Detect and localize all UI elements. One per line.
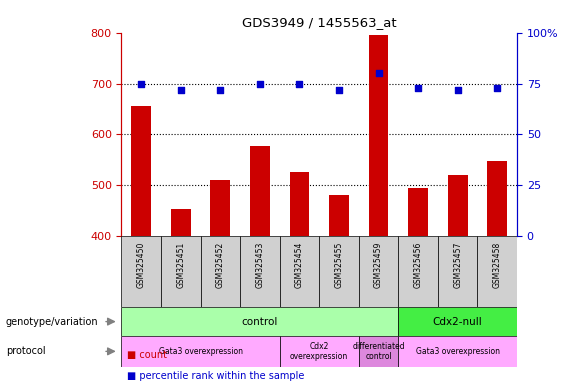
Bar (319, 236, 359, 307)
Bar (398, 236, 438, 307)
Bar (447, 175, 467, 236)
Point (295, 81, 304, 87)
Bar (121, 307, 398, 336)
Bar (487, 161, 507, 236)
Bar (359, 236, 398, 307)
Text: protocol: protocol (6, 346, 45, 356)
Text: GSM325451: GSM325451 (176, 242, 185, 288)
Text: ■ percentile rank within the sample: ■ percentile rank within the sample (127, 371, 305, 381)
Text: GSM325456: GSM325456 (414, 242, 423, 288)
Bar (121, 336, 280, 367)
Point (176, 86, 185, 93)
Bar (280, 236, 319, 307)
Bar (477, 236, 517, 307)
Bar (240, 236, 280, 307)
Point (255, 81, 264, 87)
Bar (289, 172, 310, 236)
Bar (121, 236, 161, 307)
Point (374, 70, 383, 76)
Point (493, 84, 502, 91)
Point (216, 86, 225, 93)
Text: GSM325455: GSM325455 (334, 242, 344, 288)
Bar (161, 236, 201, 307)
Point (137, 81, 146, 87)
Text: ■ count: ■ count (127, 350, 167, 360)
Text: GSM325454: GSM325454 (295, 242, 304, 288)
Text: Cdx2
overexpression: Cdx2 overexpression (290, 342, 349, 361)
Bar (280, 336, 359, 367)
Bar (408, 188, 428, 236)
Text: Cdx2-null: Cdx2-null (433, 316, 483, 327)
Text: Gata3 overexpression: Gata3 overexpression (159, 347, 242, 356)
Text: GSM325457: GSM325457 (453, 242, 462, 288)
Text: genotype/variation: genotype/variation (6, 316, 98, 327)
Text: GSM325453: GSM325453 (255, 242, 264, 288)
Text: GSM325458: GSM325458 (493, 242, 502, 288)
Point (414, 84, 423, 91)
Bar (201, 236, 240, 307)
Title: GDS3949 / 1455563_at: GDS3949 / 1455563_at (242, 16, 397, 29)
Text: GSM325452: GSM325452 (216, 242, 225, 288)
Point (453, 86, 462, 93)
Bar (438, 236, 477, 307)
Bar (368, 35, 388, 236)
Text: GSM325450: GSM325450 (137, 242, 146, 288)
Text: control: control (242, 316, 278, 327)
Bar (210, 180, 231, 236)
Text: GSM325459: GSM325459 (374, 242, 383, 288)
Bar (398, 307, 517, 336)
Point (334, 86, 344, 93)
Bar (250, 146, 270, 236)
Bar (131, 106, 151, 236)
Text: Gata3 overexpression: Gata3 overexpression (416, 347, 499, 356)
Bar (329, 195, 349, 236)
Bar (359, 336, 398, 367)
Text: differentiated
control: differentiated control (352, 342, 405, 361)
Bar (398, 336, 517, 367)
Bar (171, 209, 191, 236)
